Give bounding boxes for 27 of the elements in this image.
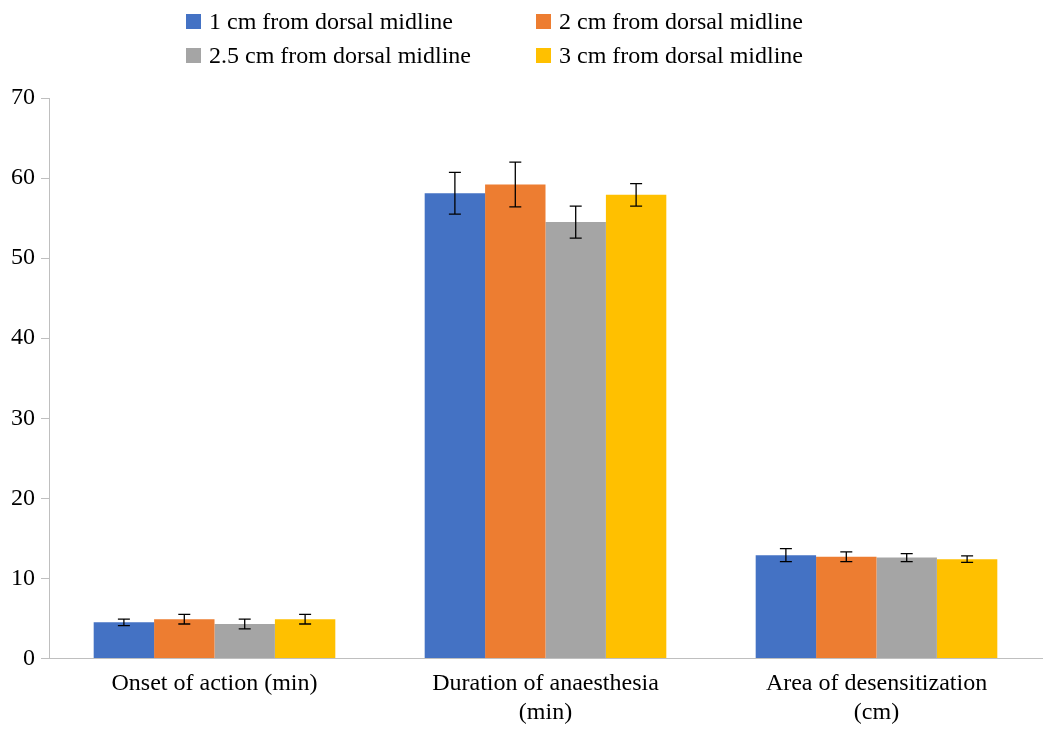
bar — [816, 556, 877, 658]
bar — [936, 559, 998, 658]
bar — [545, 222, 606, 658]
x-tick-label: Onset of action (min) — [111, 669, 318, 696]
bar — [93, 622, 155, 658]
y-tick-label: 40 — [11, 323, 35, 350]
bar — [274, 619, 336, 658]
y-tick-label: 70 — [11, 83, 35, 110]
y-tick-label: 30 — [11, 403, 35, 430]
y-tick-label: 10 — [11, 563, 35, 590]
legend-label: 2.5 cm from dorsal midline — [209, 41, 471, 69]
legend-label: 1 cm from dorsal midline — [209, 7, 453, 35]
bar — [876, 557, 937, 658]
x-tick-label: Duration of anaesthesia (min) — [432, 669, 660, 724]
y-tick-label: 0 — [23, 643, 35, 670]
bar — [154, 619, 215, 658]
bar — [214, 623, 275, 658]
y-tick-label: 20 — [11, 483, 35, 510]
x-tick-label: Area of desensitization (cm) — [765, 669, 988, 724]
bar — [605, 194, 667, 658]
bar — [424, 193, 486, 658]
y-tick-label: 50 — [11, 243, 35, 270]
legend-label: 2 cm from dorsal midline — [559, 7, 803, 35]
y-tick-label: 60 — [11, 163, 35, 190]
bar — [755, 555, 817, 658]
bar — [485, 184, 546, 658]
legend-label: 3 cm from dorsal midline — [559, 41, 803, 69]
